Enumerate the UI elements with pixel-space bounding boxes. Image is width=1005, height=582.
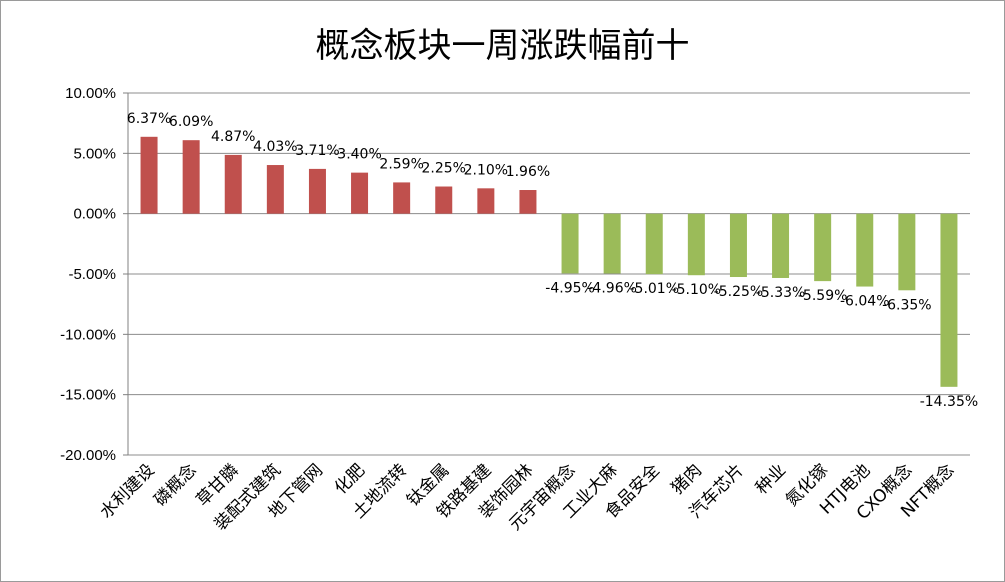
bar xyxy=(856,213,874,287)
data-label: 2.10% xyxy=(464,162,508,178)
bar xyxy=(898,213,916,291)
bar xyxy=(266,165,284,214)
bar xyxy=(224,154,242,214)
y-axis: 10.00% 5.00% 0.00% -5.00% -10.00% -15.00% -20.… xyxy=(60,85,129,464)
data-label: -4.96% xyxy=(587,281,637,297)
y-tick-label: -20.00% xyxy=(60,447,116,464)
y-tick-label: 10.00% xyxy=(65,85,116,102)
data-label: 4.87% xyxy=(211,129,255,145)
bar xyxy=(182,140,200,214)
bars xyxy=(140,136,958,387)
bar xyxy=(603,213,621,274)
data-label: 3.71% xyxy=(295,143,339,159)
bar xyxy=(772,213,790,278)
data-label: -14.35% xyxy=(920,394,978,410)
data-label: -6.04% xyxy=(840,294,890,310)
data-label: -5.01% xyxy=(629,281,679,297)
category-label: 水利建设 xyxy=(96,460,158,522)
chart-title: 概念板块一周涨跌幅前十 xyxy=(315,26,690,66)
bar xyxy=(393,182,411,214)
y-tick-label: 0.00% xyxy=(73,206,116,223)
y-tick-label: -15.00% xyxy=(60,387,116,404)
data-label: -5.33% xyxy=(756,285,806,301)
data-label: -5.59% xyxy=(798,288,848,304)
bar xyxy=(308,168,326,214)
data-label: 6.09% xyxy=(169,114,213,130)
data-label: 3.40% xyxy=(337,147,381,163)
data-label: 6.37% xyxy=(127,111,171,127)
data-labels: 6.37%6.09%4.87%4.03%3.71%3.40%2.59%2.25%… xyxy=(127,111,978,410)
bar xyxy=(561,213,579,274)
bar xyxy=(645,213,663,275)
category-label: 磷概念 xyxy=(150,460,201,511)
data-label: 2.25% xyxy=(422,161,466,177)
data-label: -5.10% xyxy=(672,282,722,298)
bar xyxy=(140,136,158,214)
y-tick-label: -5.00% xyxy=(68,266,116,283)
bar xyxy=(351,172,369,214)
data-label: 4.03% xyxy=(253,139,297,155)
data-label: -5.25% xyxy=(714,284,764,300)
data-label: -6.35% xyxy=(882,297,932,313)
bar xyxy=(519,190,537,214)
y-tick-label: -10.00% xyxy=(60,326,116,343)
data-label: 2.59% xyxy=(379,156,423,172)
bar xyxy=(477,188,495,214)
bar xyxy=(729,213,747,278)
bar xyxy=(687,213,705,276)
data-label: 1.96% xyxy=(506,164,550,180)
y-tick-label: 5.00% xyxy=(73,145,116,162)
bar xyxy=(814,213,832,282)
bar xyxy=(940,213,958,387)
data-label: -4.95% xyxy=(545,280,595,296)
bar xyxy=(435,186,453,214)
